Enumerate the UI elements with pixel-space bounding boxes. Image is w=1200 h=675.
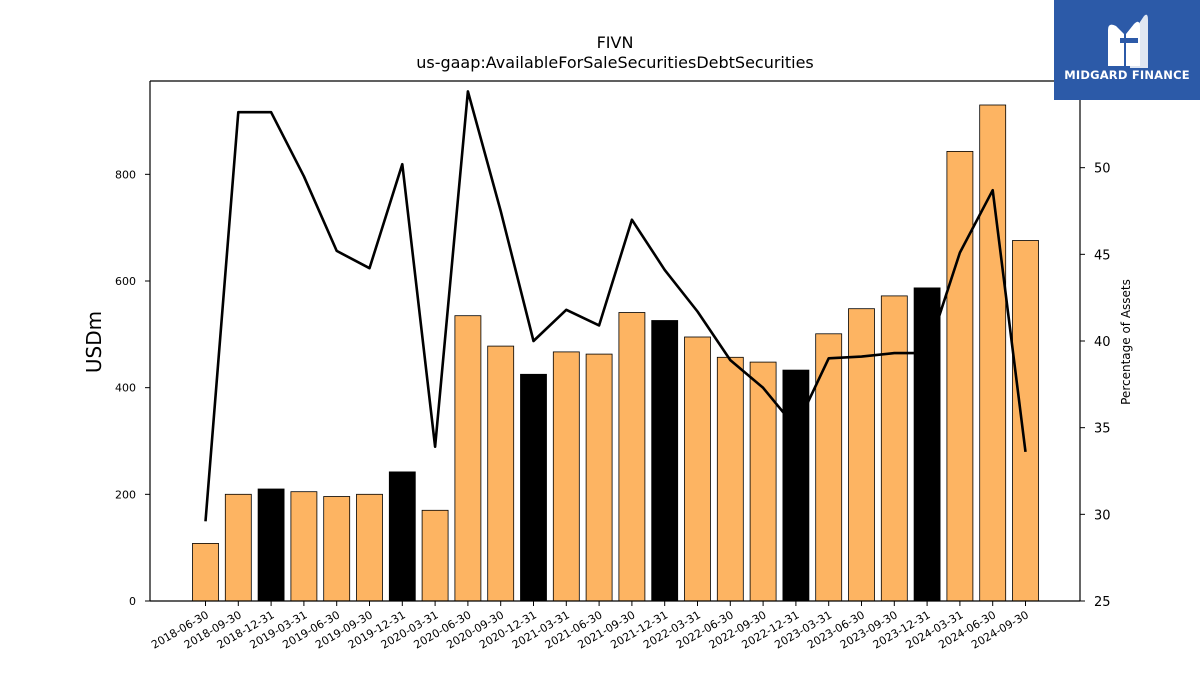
bar: [749, 361, 777, 602]
bar: [848, 308, 875, 602]
bar: [290, 491, 318, 602]
bar: [585, 353, 613, 602]
midgard-m-logo-icon: [1108, 14, 1148, 69]
bar: [618, 312, 646, 602]
y-tick-label: 800: [115, 168, 136, 181]
bar: [487, 345, 515, 602]
bar: [1012, 240, 1039, 602]
y2-tick-label: 45: [1094, 248, 1111, 263]
brand-name: MIDGARD FINANCE: [1064, 68, 1190, 82]
brand-logo: MIDGARD FINANCE: [1054, 0, 1200, 100]
bar: [224, 493, 252, 602]
bar: [421, 509, 449, 602]
bar: [454, 315, 482, 602]
chart-subtitle: us-gaap:AvailableForSaleSecuritiesDebtSe…: [416, 53, 814, 72]
bar: [684, 336, 711, 602]
y-axis-label: USDm: [82, 311, 106, 373]
bar: [520, 373, 547, 602]
bar: [257, 488, 285, 602]
y2-axis-label: Percentage of Assets: [1119, 279, 1133, 405]
y-tick-label: 600: [115, 275, 136, 288]
bar: [651, 320, 679, 602]
y-tick-label: 200: [115, 488, 136, 501]
y2-tick-label: 40: [1094, 335, 1111, 350]
bar: [782, 369, 810, 602]
bar: [323, 496, 351, 602]
y2-tick-label: 50: [1094, 162, 1111, 177]
y2-tick-label: 25: [1094, 595, 1111, 610]
bar: [880, 295, 908, 602]
bar: [716, 356, 744, 602]
series-line: [204, 90, 1027, 522]
y2-tick-label: 35: [1094, 422, 1111, 437]
bar: [552, 351, 580, 602]
y-tick-label: 0: [129, 595, 136, 608]
y2-tick-label: 30: [1094, 508, 1111, 523]
bar: [815, 333, 843, 602]
y-tick-label: 400: [115, 382, 136, 395]
bar: [388, 471, 416, 602]
bar: [356, 493, 383, 602]
bar: [913, 287, 941, 602]
chart-title: FIVN: [597, 33, 634, 52]
bar: [946, 150, 974, 602]
bar: [192, 543, 219, 602]
bar: [979, 104, 1007, 602]
